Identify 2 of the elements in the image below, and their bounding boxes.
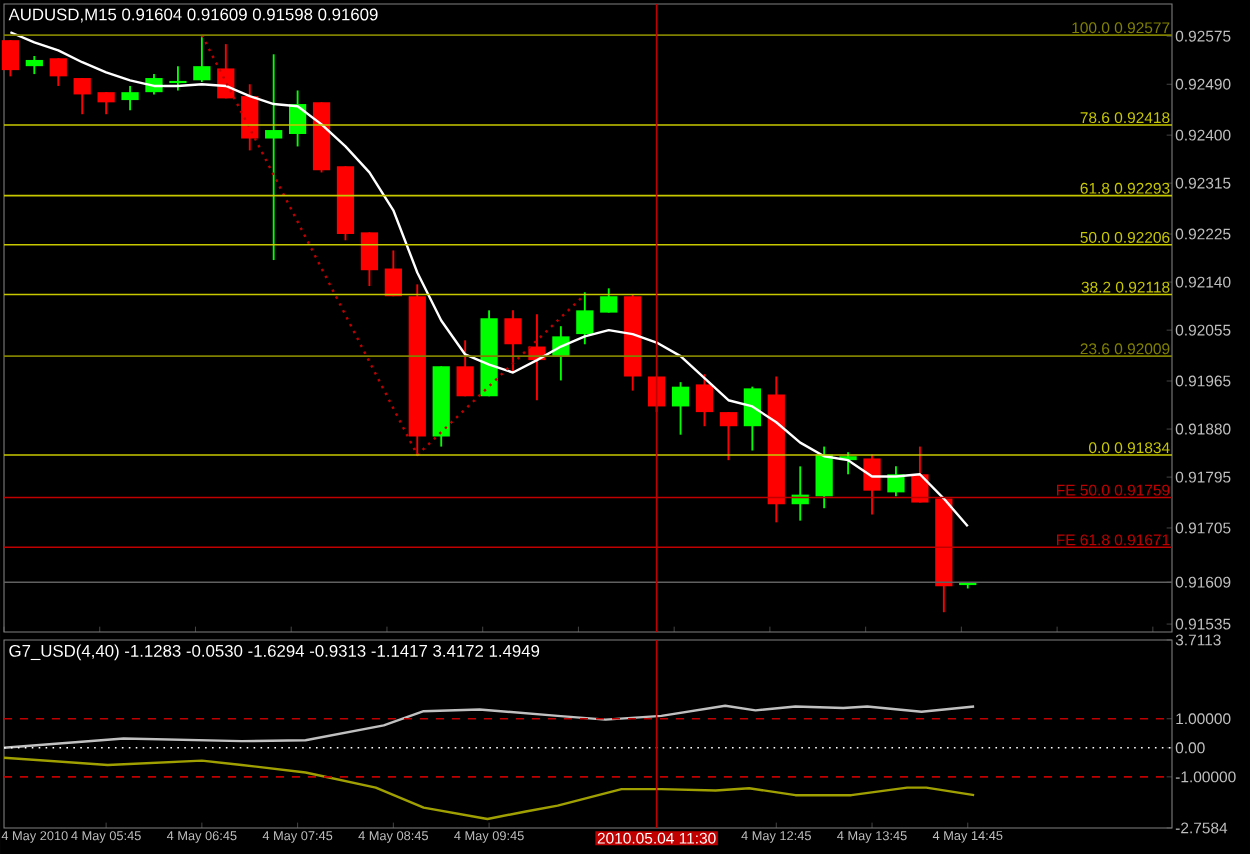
chart-title: AUDUSD,M15 0.91604 0.91609 0.91598 0.91609 (8, 8, 378, 23)
chart-title: G7_USD(4,40) -1.1283 -0.0530 -1.6294 -0.9313 -1.1417 3.4172 1.4949 (9, 644, 540, 661)
